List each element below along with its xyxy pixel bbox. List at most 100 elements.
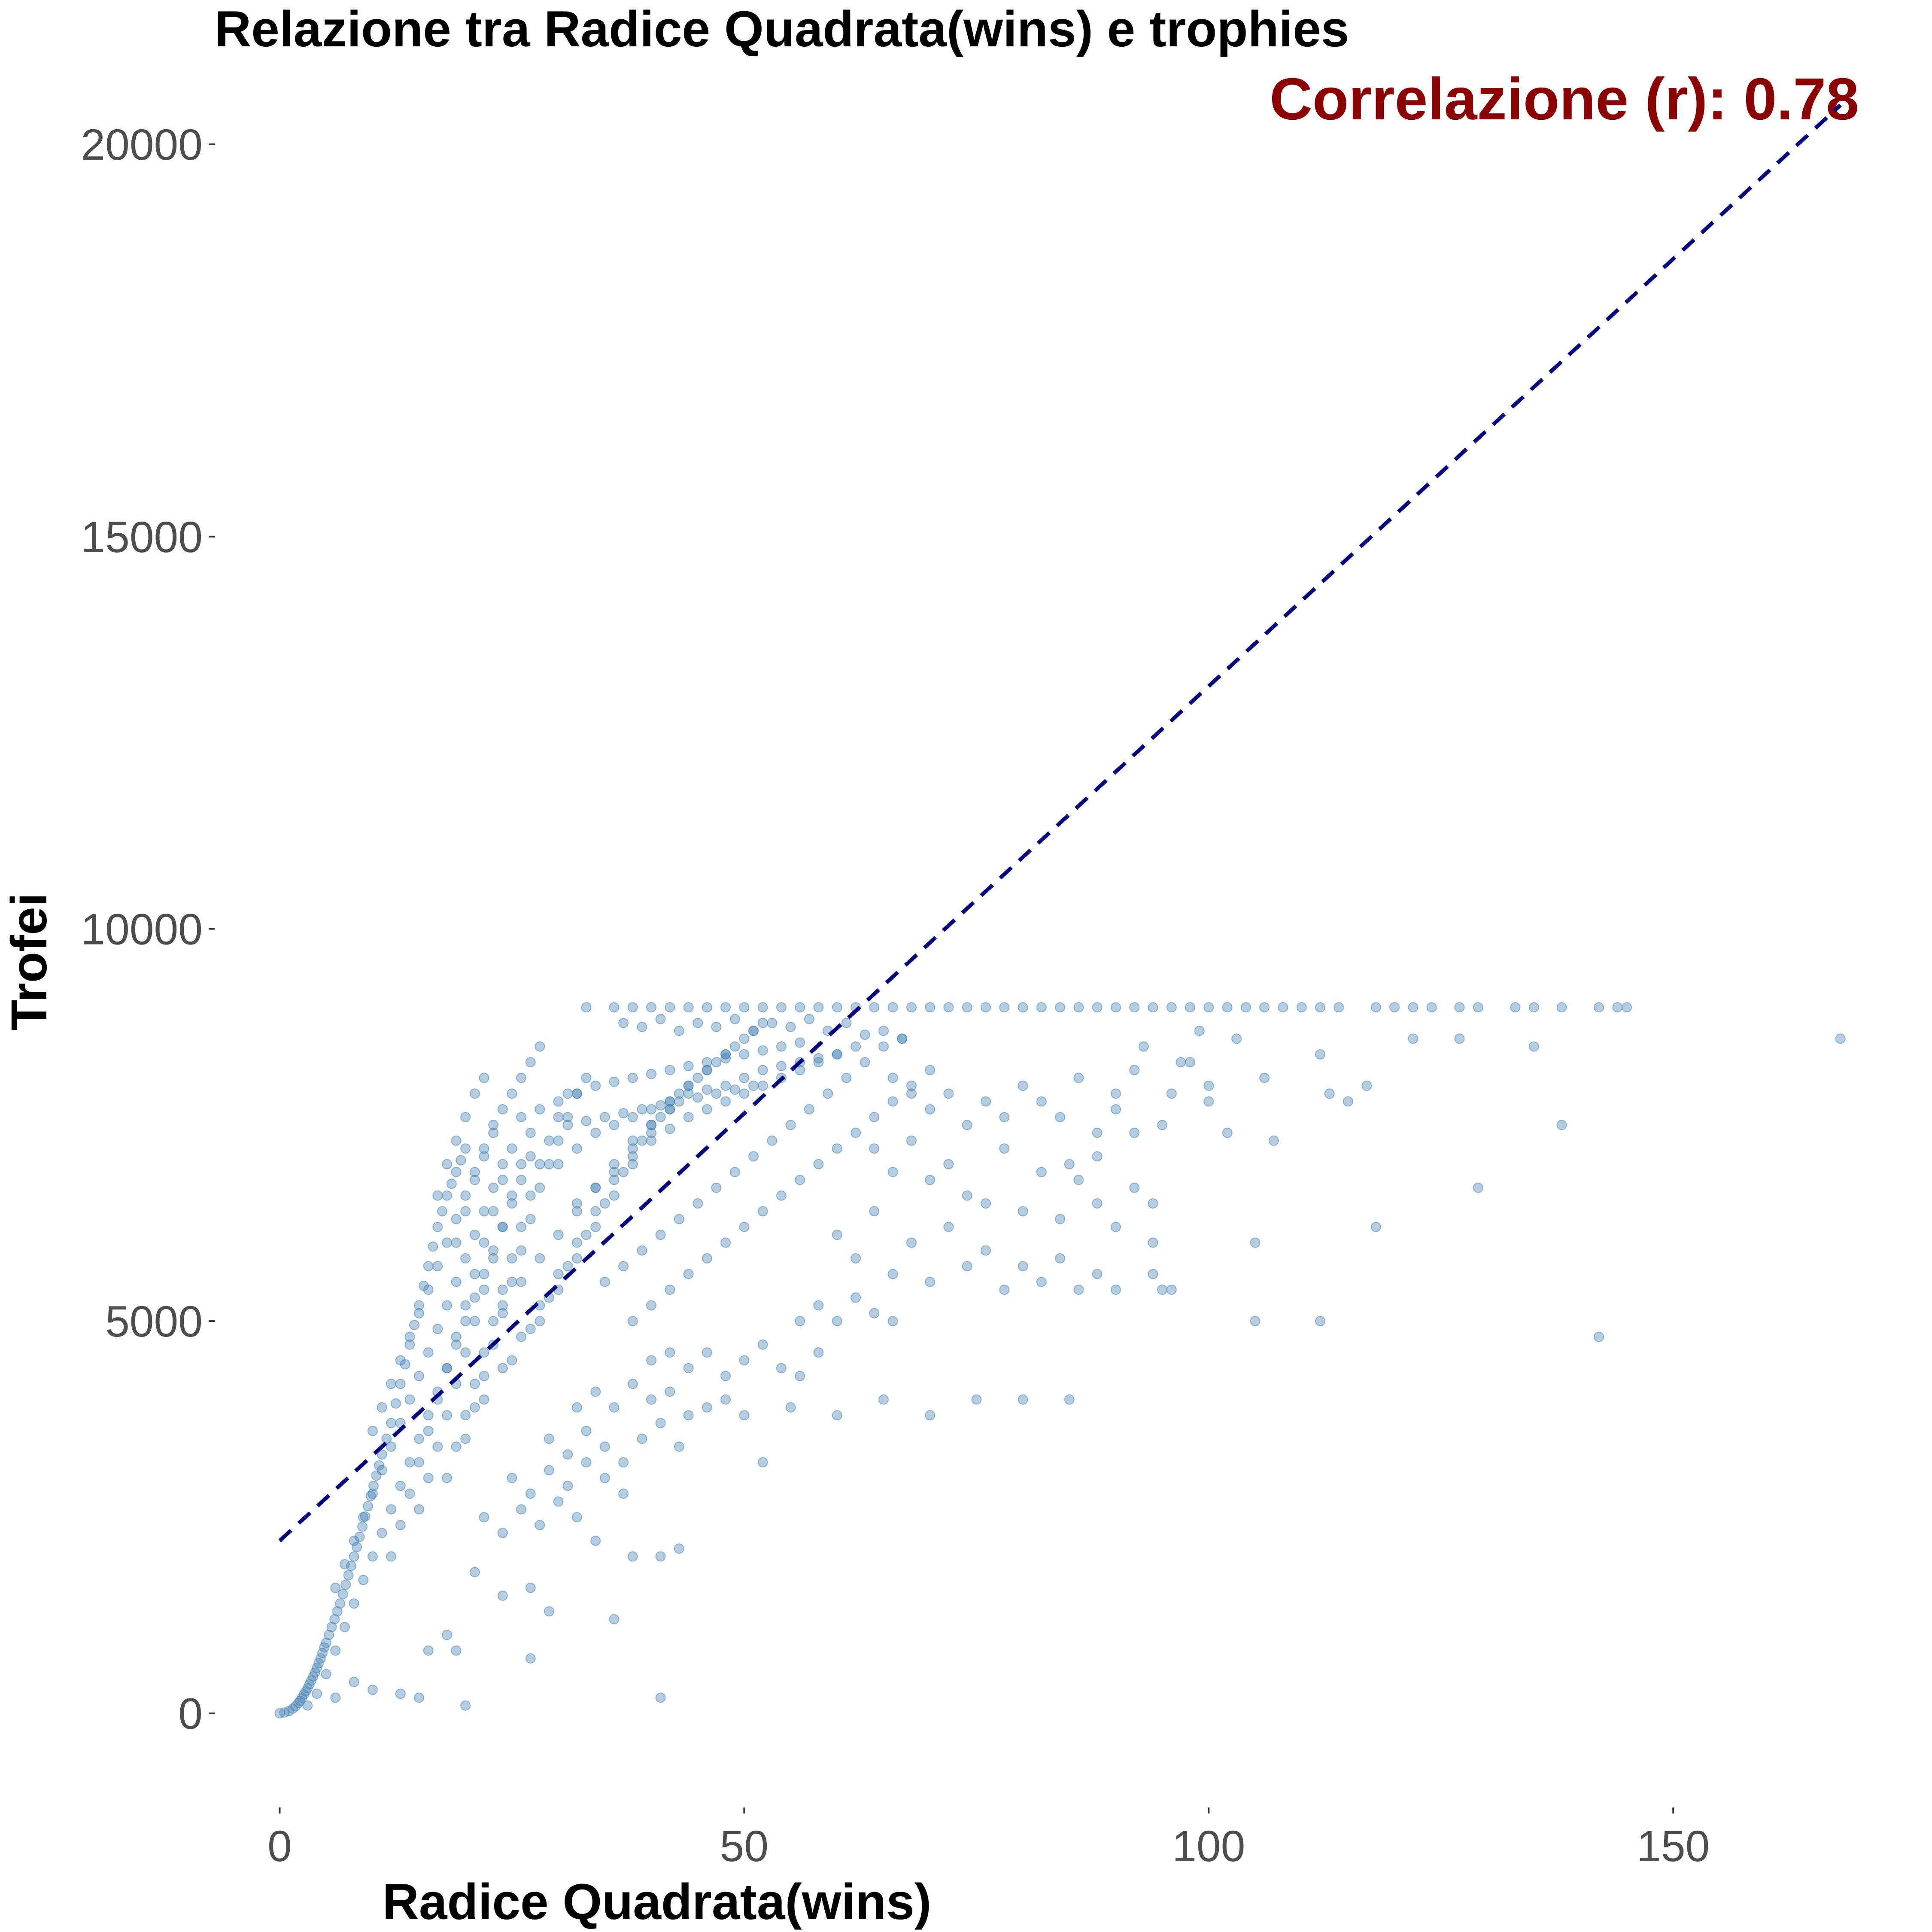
data-point [618, 1018, 629, 1028]
data-point [590, 1221, 601, 1232]
data-point [1092, 1002, 1103, 1013]
data-point [674, 1543, 684, 1554]
data-point [729, 1041, 740, 1052]
data-point [665, 1386, 675, 1397]
data-point [851, 1253, 861, 1264]
data-point [627, 1159, 638, 1170]
data-point [1426, 1002, 1437, 1013]
data-point [330, 1583, 341, 1593]
data-point [432, 1221, 443, 1232]
data-point [1370, 1002, 1381, 1013]
data-point [357, 1521, 368, 1532]
data-point [1055, 1112, 1066, 1122]
data-point [720, 1237, 731, 1248]
data-point [1259, 1002, 1270, 1013]
data-point [516, 1331, 527, 1342]
data-point [925, 1410, 936, 1421]
data-point [460, 1112, 471, 1122]
data-point [423, 1425, 434, 1436]
data-point [1185, 1002, 1195, 1013]
data-point [683, 1088, 694, 1099]
data-point [906, 1080, 917, 1091]
data-point [377, 1465, 387, 1476]
data-point [683, 1061, 694, 1072]
data-point [315, 1653, 326, 1664]
data-point [346, 1561, 357, 1571]
data-point [1268, 1135, 1279, 1146]
data-point [497, 1221, 508, 1232]
data-point [683, 1410, 694, 1421]
data-point [767, 1135, 778, 1146]
data-point [637, 1135, 647, 1146]
data-point [553, 1096, 564, 1107]
data-point [432, 1324, 443, 1334]
data-point [507, 1198, 517, 1209]
data-point [1092, 1151, 1103, 1162]
data-point [981, 1245, 991, 1256]
data-point [1166, 1285, 1177, 1295]
data-point [646, 1394, 656, 1405]
data-point [581, 1116, 592, 1127]
data-point [497, 1308, 508, 1318]
data-point [925, 1276, 936, 1287]
data-point [1138, 1041, 1149, 1052]
data-point [414, 1692, 424, 1703]
data-point [804, 1104, 814, 1115]
data-point [525, 1151, 536, 1162]
data-point [432, 1441, 443, 1452]
data-point [516, 1276, 527, 1287]
data-point [1110, 1285, 1121, 1295]
data-point [702, 1402, 712, 1413]
data-point [479, 1151, 489, 1162]
data-point [442, 1300, 452, 1311]
data-point [757, 1339, 768, 1350]
data-point [757, 1065, 768, 1075]
data-point [609, 1402, 620, 1413]
data-point [535, 1159, 545, 1170]
data-point [925, 1002, 936, 1013]
data-point [887, 1166, 898, 1177]
data-point [339, 1559, 350, 1570]
data-point [1036, 1002, 1047, 1013]
y-tick-label: 5000 [105, 1297, 203, 1346]
data-point [1203, 1080, 1214, 1091]
data-point [363, 1501, 373, 1512]
data-point [571, 1512, 582, 1522]
data-point [646, 1002, 656, 1013]
data-point [497, 1590, 508, 1601]
data-point [609, 1120, 620, 1130]
data-point [297, 1692, 307, 1703]
data-point [869, 1143, 880, 1154]
data-point [358, 1512, 369, 1522]
data-point [720, 1002, 731, 1013]
data-point [1556, 1120, 1567, 1130]
data-point [1250, 1316, 1261, 1327]
y-tick-label: 15000 [81, 513, 203, 562]
data-point [1528, 1002, 1539, 1013]
data-point [851, 1292, 861, 1303]
data-point [581, 1425, 592, 1436]
data-point [451, 1135, 462, 1146]
data-point [469, 1292, 480, 1303]
data-point [404, 1488, 415, 1499]
data-point [581, 1002, 592, 1013]
data-point [804, 1014, 814, 1024]
data-point [571, 1253, 582, 1264]
data-point [553, 1135, 564, 1146]
data-point [581, 1230, 592, 1240]
data-point [627, 1379, 638, 1389]
data-point [1528, 1041, 1539, 1052]
data-point [479, 1143, 489, 1154]
data-point [479, 1206, 489, 1217]
data-point [544, 1159, 554, 1170]
data-point [1110, 1104, 1121, 1115]
data-point [516, 1245, 527, 1256]
data-point [674, 1096, 684, 1107]
data-point [1473, 1002, 1483, 1013]
data-point [665, 1065, 675, 1075]
x-tick-label: 0 [267, 1822, 292, 1871]
data-point [562, 1088, 573, 1099]
data-point [999, 1002, 1010, 1013]
data-point [869, 1112, 880, 1122]
data-point [739, 1221, 750, 1232]
